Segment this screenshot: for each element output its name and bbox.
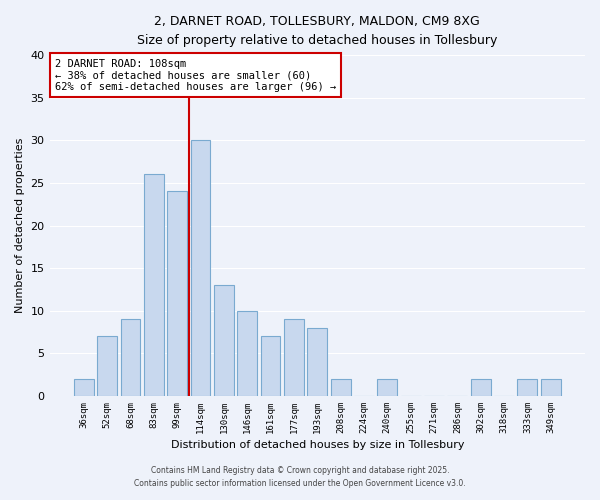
Bar <box>214 285 234 396</box>
Title: 2, DARNET ROAD, TOLLESBURY, MALDON, CM9 8XG
Size of property relative to detache: 2, DARNET ROAD, TOLLESBURY, MALDON, CM9 … <box>137 15 497 47</box>
Bar <box>307 328 327 396</box>
X-axis label: Distribution of detached houses by size in Tollesbury: Distribution of detached houses by size … <box>170 440 464 450</box>
Text: 2 DARNET ROAD: 108sqm
← 38% of detached houses are smaller (60)
62% of semi-deta: 2 DARNET ROAD: 108sqm ← 38% of detached … <box>55 58 336 92</box>
Bar <box>517 379 538 396</box>
Bar <box>191 140 211 396</box>
Bar <box>471 379 491 396</box>
Bar <box>377 379 397 396</box>
Y-axis label: Number of detached properties: Number of detached properties <box>15 138 25 313</box>
Text: Contains HM Land Registry data © Crown copyright and database right 2025.
Contai: Contains HM Land Registry data © Crown c… <box>134 466 466 487</box>
Bar <box>541 379 560 396</box>
Bar <box>121 320 140 396</box>
Bar <box>144 174 164 396</box>
Bar <box>238 310 257 396</box>
Bar <box>97 336 117 396</box>
Bar <box>331 379 350 396</box>
Bar <box>167 192 187 396</box>
Bar <box>284 320 304 396</box>
Bar <box>74 379 94 396</box>
Bar <box>260 336 280 396</box>
